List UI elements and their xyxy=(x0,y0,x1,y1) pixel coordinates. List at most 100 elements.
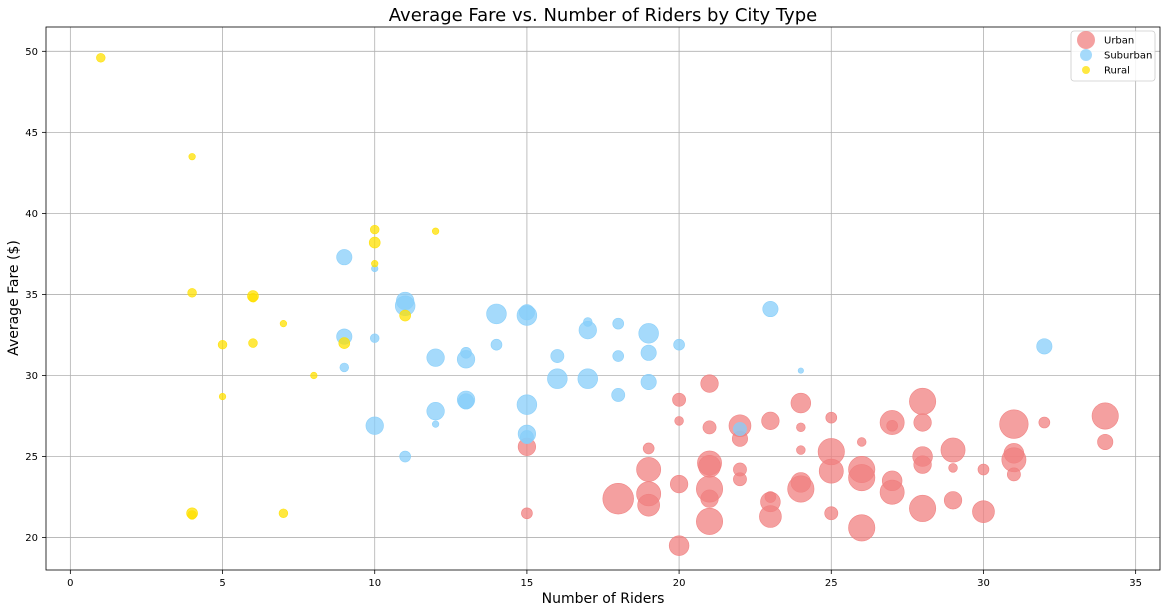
series-urban xyxy=(517,374,1119,556)
data-point xyxy=(456,350,476,369)
data-point xyxy=(674,416,684,426)
data-point xyxy=(368,236,381,249)
x-tick-label: 25 xyxy=(825,578,838,589)
data-point xyxy=(857,437,867,447)
data-point xyxy=(948,463,958,473)
legend-marker xyxy=(1077,31,1095,49)
data-point xyxy=(886,419,898,432)
data-point xyxy=(909,387,937,415)
data-point xyxy=(1038,416,1051,429)
grid xyxy=(46,27,1160,570)
data-point xyxy=(611,388,626,402)
data-point xyxy=(972,500,995,523)
data-point xyxy=(761,411,780,430)
data-point xyxy=(668,535,690,556)
data-point xyxy=(187,288,197,298)
data-points xyxy=(96,53,1119,556)
data-point xyxy=(431,227,440,235)
legend-label: Suburban xyxy=(1104,51,1152,62)
data-point xyxy=(636,457,662,482)
data-point xyxy=(602,482,634,515)
plot-area xyxy=(45,26,1161,571)
legend-marker xyxy=(1082,66,1090,74)
data-point xyxy=(371,260,379,268)
data-point xyxy=(977,463,990,476)
data-point xyxy=(762,301,779,318)
data-point xyxy=(338,337,351,349)
data-point xyxy=(909,494,937,522)
data-point xyxy=(490,338,503,351)
data-point xyxy=(550,349,565,363)
data-point xyxy=(336,249,353,266)
data-point xyxy=(797,367,804,374)
data-point xyxy=(612,317,625,330)
data-point xyxy=(1097,433,1114,450)
x-tick-label: 5 xyxy=(219,578,225,589)
data-point xyxy=(672,392,686,407)
data-point xyxy=(733,422,747,436)
y-tick-label: 50 xyxy=(25,47,38,58)
data-point xyxy=(96,53,106,63)
data-point xyxy=(824,506,839,521)
y-axis-label: Average Fare ($) xyxy=(6,240,22,356)
legend-marker xyxy=(1080,49,1092,61)
data-point xyxy=(426,348,445,367)
data-point xyxy=(700,489,719,508)
data-point xyxy=(940,437,966,463)
data-point xyxy=(278,508,289,518)
data-point xyxy=(248,292,258,303)
data-point xyxy=(640,344,657,361)
data-point xyxy=(1091,402,1119,430)
data-point xyxy=(790,392,812,414)
data-point xyxy=(370,333,380,343)
data-point xyxy=(426,402,445,421)
data-point xyxy=(879,479,905,505)
data-point xyxy=(700,374,719,393)
data-point xyxy=(370,224,380,235)
data-point xyxy=(521,507,533,520)
data-point xyxy=(698,454,721,478)
x-tick-label: 15 xyxy=(521,578,534,589)
data-point xyxy=(640,373,657,390)
data-point xyxy=(218,392,227,401)
data-point xyxy=(999,409,1029,439)
x-axis-label: Number of Riders xyxy=(542,591,665,607)
data-point xyxy=(187,510,197,520)
legend-label: Urban xyxy=(1104,36,1134,47)
y-tick-label: 25 xyxy=(25,452,38,463)
data-point xyxy=(848,514,876,542)
data-point xyxy=(547,368,568,389)
data-point xyxy=(578,321,597,340)
x-tick-label: 10 xyxy=(368,578,381,589)
axis-ticks: 0 5 10 15 20 25 30 35 20 25 30 35 40 45 50 xyxy=(25,47,1142,589)
data-point xyxy=(733,472,747,487)
data-point xyxy=(637,493,660,517)
data-point xyxy=(702,420,717,435)
data-point xyxy=(310,371,318,380)
data-point xyxy=(796,445,806,455)
series-suburban xyxy=(336,249,1053,463)
data-point xyxy=(431,420,440,428)
legend: Urban Suburban Rural xyxy=(1070,30,1156,82)
x-tick-label: 30 xyxy=(977,578,990,589)
data-point xyxy=(612,350,625,362)
data-point xyxy=(516,305,538,326)
data-point xyxy=(279,320,288,328)
data-point xyxy=(818,458,844,484)
data-point xyxy=(913,455,932,474)
x-tick-label: 35 xyxy=(1129,578,1142,589)
data-point xyxy=(399,450,411,463)
data-point xyxy=(787,475,815,503)
data-point xyxy=(796,422,806,433)
data-point xyxy=(365,416,384,435)
data-point xyxy=(399,309,411,322)
data-point xyxy=(1007,467,1021,482)
x-tick-label: 0 xyxy=(67,578,73,589)
y-tick-label: 45 xyxy=(25,128,38,139)
data-point xyxy=(673,338,685,351)
data-point xyxy=(217,339,228,350)
data-point xyxy=(577,368,598,389)
data-point xyxy=(848,464,876,492)
y-tick-label: 40 xyxy=(25,209,38,220)
